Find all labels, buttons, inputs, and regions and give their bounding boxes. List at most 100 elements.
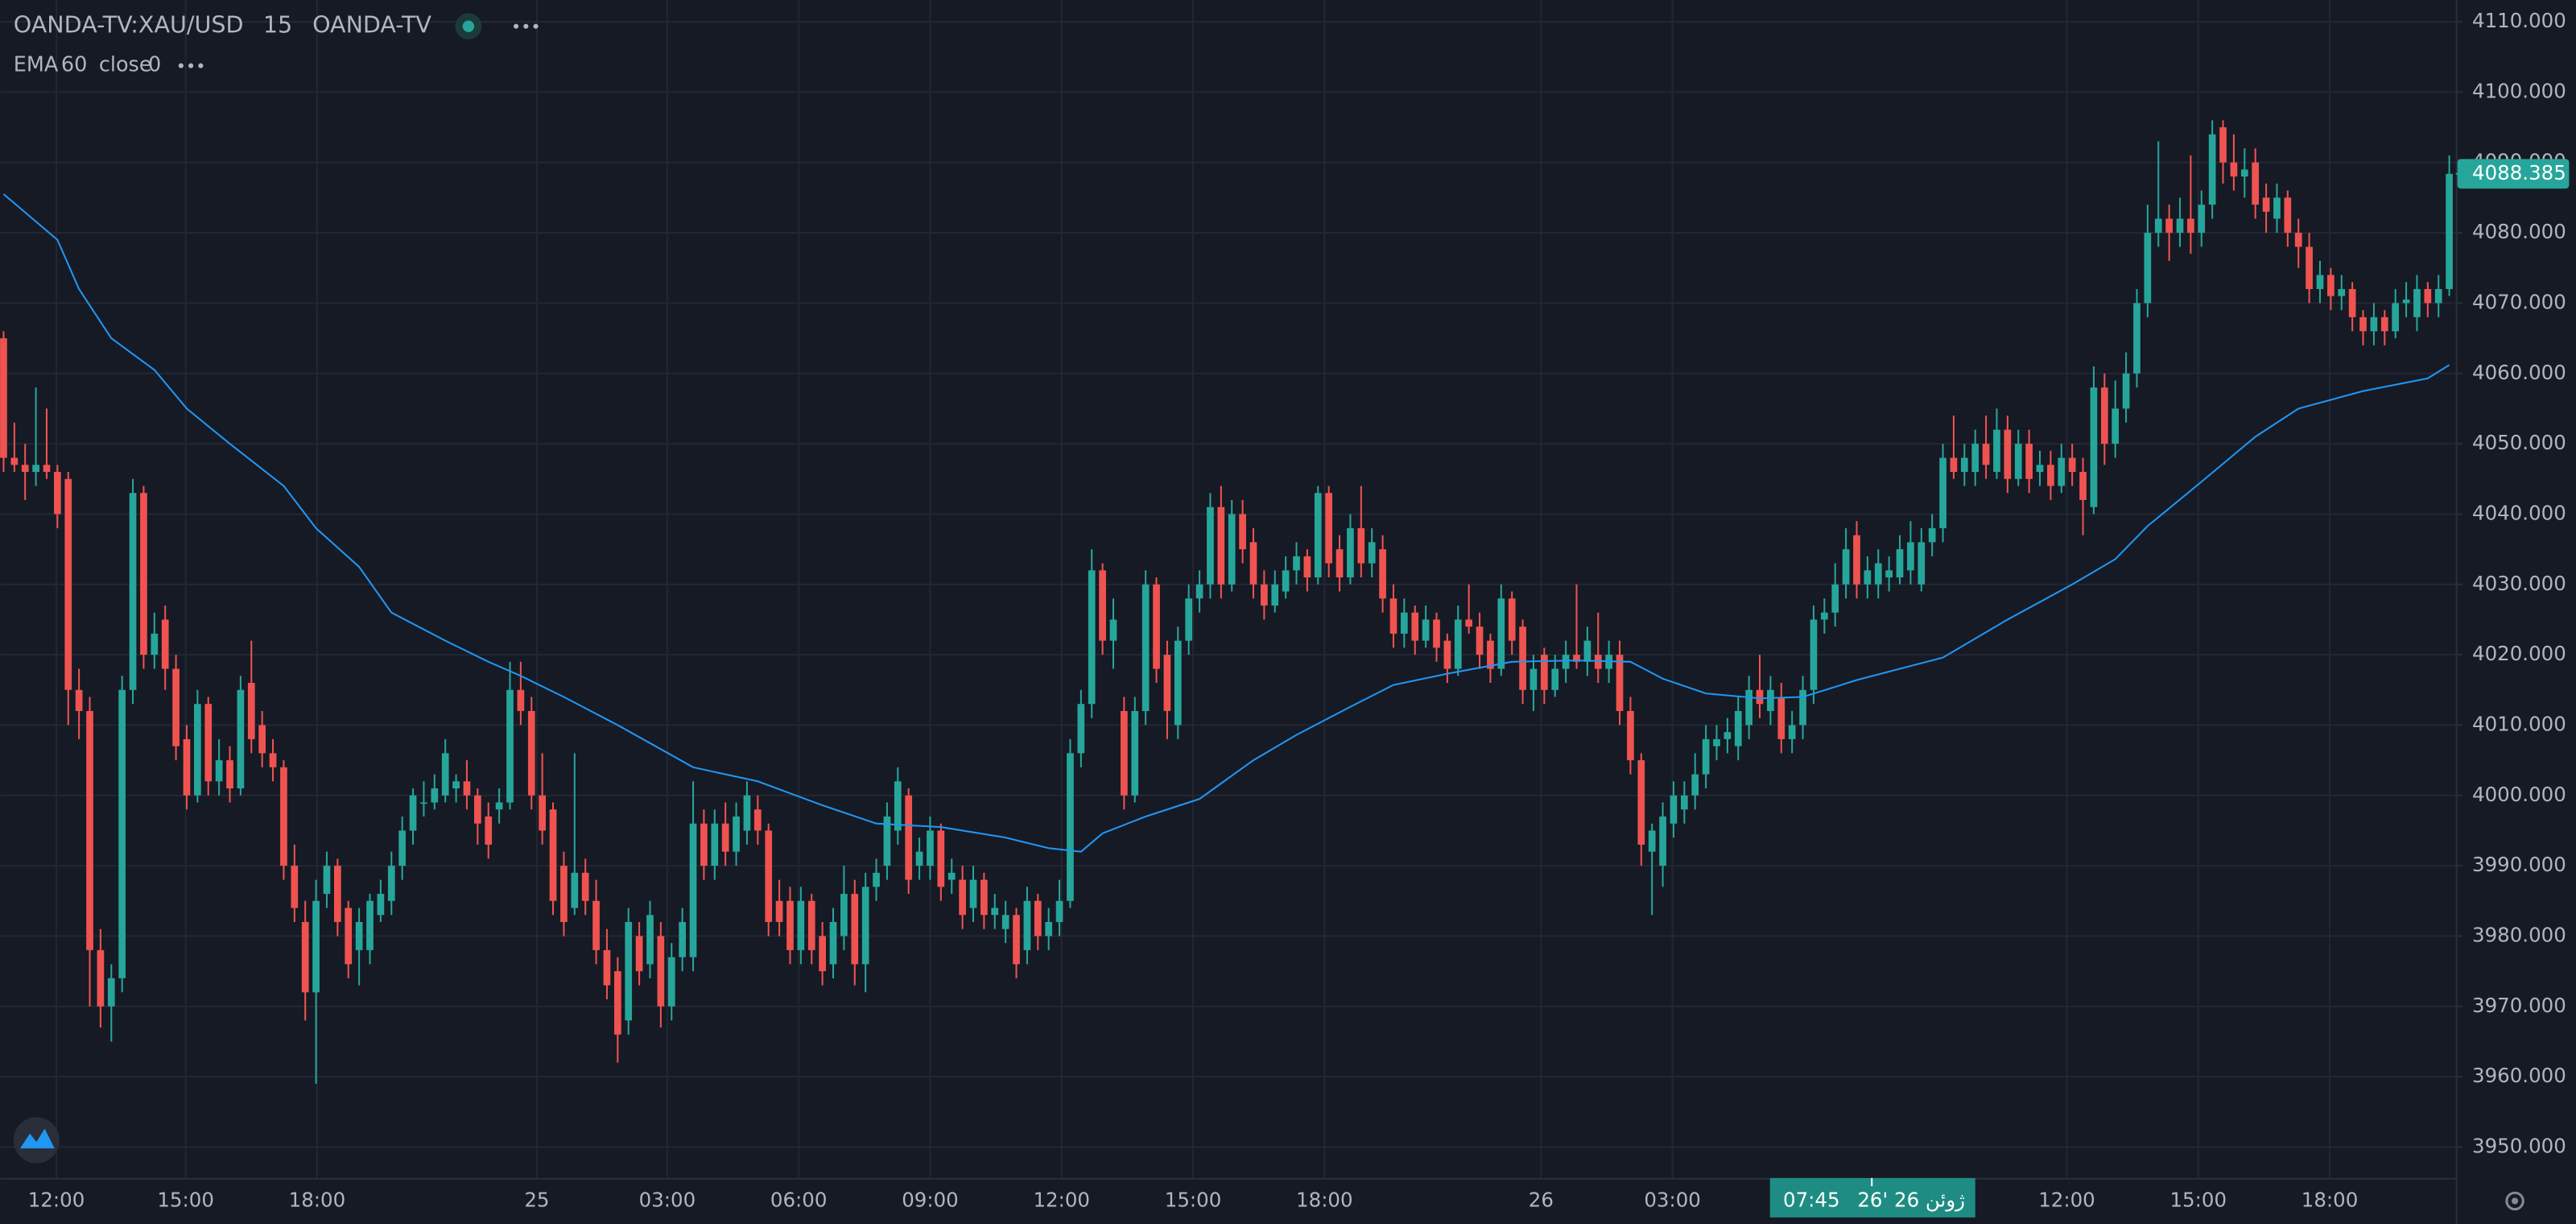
candle-body [1831,584,1839,613]
logo[interactable] [13,1117,60,1164]
candle-body [463,781,471,796]
candle-body [355,921,363,950]
candle-body [1540,655,1548,690]
candle-body [851,894,859,965]
candle-body [1960,457,1968,473]
indicator-name[interactable]: EMA [14,53,59,77]
candle-body [2187,218,2194,234]
candle-body [1896,549,1904,578]
candle-body [1411,612,1419,641]
candle-body [2014,444,2022,479]
candle-body [1756,689,1764,705]
candle-body [1928,527,1936,543]
candle-body [1530,668,1538,690]
x-tick-label: 18:00 [289,1188,346,1211]
candle-body [1594,655,1602,669]
candle-body [2047,465,2054,486]
candle-body [1023,900,1031,950]
candle-body [1799,689,1806,726]
candle-body [1045,921,1053,937]
y-tick-label: 4010.000 [2472,712,2566,735]
candle-body [1777,697,1785,739]
candle-body [226,760,233,789]
x-tick-label: 26 [1529,1188,1554,1211]
candle-body [2380,316,2388,332]
candle-body [1950,457,1958,473]
symbol: OANDA-TV:XAU/USD [14,11,244,39]
candle-body [345,908,353,965]
candle-body [592,900,600,950]
candle-body [452,781,460,789]
candle-body [1971,444,1979,473]
candle-body [333,866,341,922]
candle-body [700,823,708,866]
candle-body [86,710,93,950]
candle-body [2338,288,2346,296]
candle-body [1562,655,1570,669]
x-tick-label: 03:00 [1644,1188,1701,1211]
candle-body [506,689,514,803]
candle-body [1497,598,1505,669]
candle-body [539,795,546,831]
candle-body [549,809,557,901]
crosshair-date: 26' ژوئن 26 [1857,1188,1965,1211]
candle-body [2413,288,2421,317]
candle-body [431,788,439,803]
x-tick-label: 15:00 [157,1188,214,1211]
candle-body [387,866,395,901]
candle-body [905,795,913,880]
candle-body [2112,408,2120,445]
candle-body [1874,563,1882,585]
candle-body [689,823,697,957]
candle-body [1939,457,1946,528]
y-tick-label: 3980.000 [2472,923,2566,946]
last-price-label: 4088.385 [2472,161,2566,184]
y-tick-label: 4070.000 [2472,290,2566,313]
candle-body [1864,570,1872,585]
x-tick-label: 18:00 [2301,1188,2359,1211]
candle-body [1195,584,1203,599]
candle-body [441,753,449,796]
candle-body [43,465,51,473]
candle-body [775,900,783,922]
candle-body [204,704,213,782]
more-button[interactable] [514,23,539,29]
indicator-more[interactable] [178,63,204,68]
candle-body [495,802,503,810]
candle-body [1293,556,1300,571]
candle-body [140,493,147,655]
candle-body [2079,472,2087,500]
x-tick-label: 12:00 [2038,1188,2095,1211]
candle-body [2004,429,2012,479]
candle-body [1379,549,1386,599]
candle-body [797,900,805,950]
crosshair-time: 07:45 [1783,1188,1840,1211]
candle-body [2306,246,2313,289]
candle-body [1443,640,1451,669]
candle-body [2262,197,2270,212]
candle-body [1034,900,1042,937]
candle-body [1465,619,1473,627]
candle-body [2165,218,2173,234]
candle-body [1659,816,1666,866]
candle-body [1357,527,1365,564]
candle-body [625,921,633,1021]
candle-body [1734,710,1742,746]
candle-body [1454,619,1462,669]
y-tick-label: 4080.000 [2472,220,2566,243]
settings-button[interactable] [2505,1191,2524,1211]
candle-body [1239,514,1246,550]
candle-body [301,921,309,993]
x-tick-label: 12:00 [1033,1188,1090,1211]
candle-body [1174,640,1182,726]
candle-body [107,978,115,1007]
last-price-box [2457,159,2570,189]
candle-body [291,866,299,908]
candle-body [1616,655,1624,711]
candle-body [1207,507,1214,585]
candle-body [1907,542,1914,571]
candle-body [237,689,245,789]
candle-body [2219,127,2227,163]
x-tick-label: 15:00 [2169,1188,2227,1211]
